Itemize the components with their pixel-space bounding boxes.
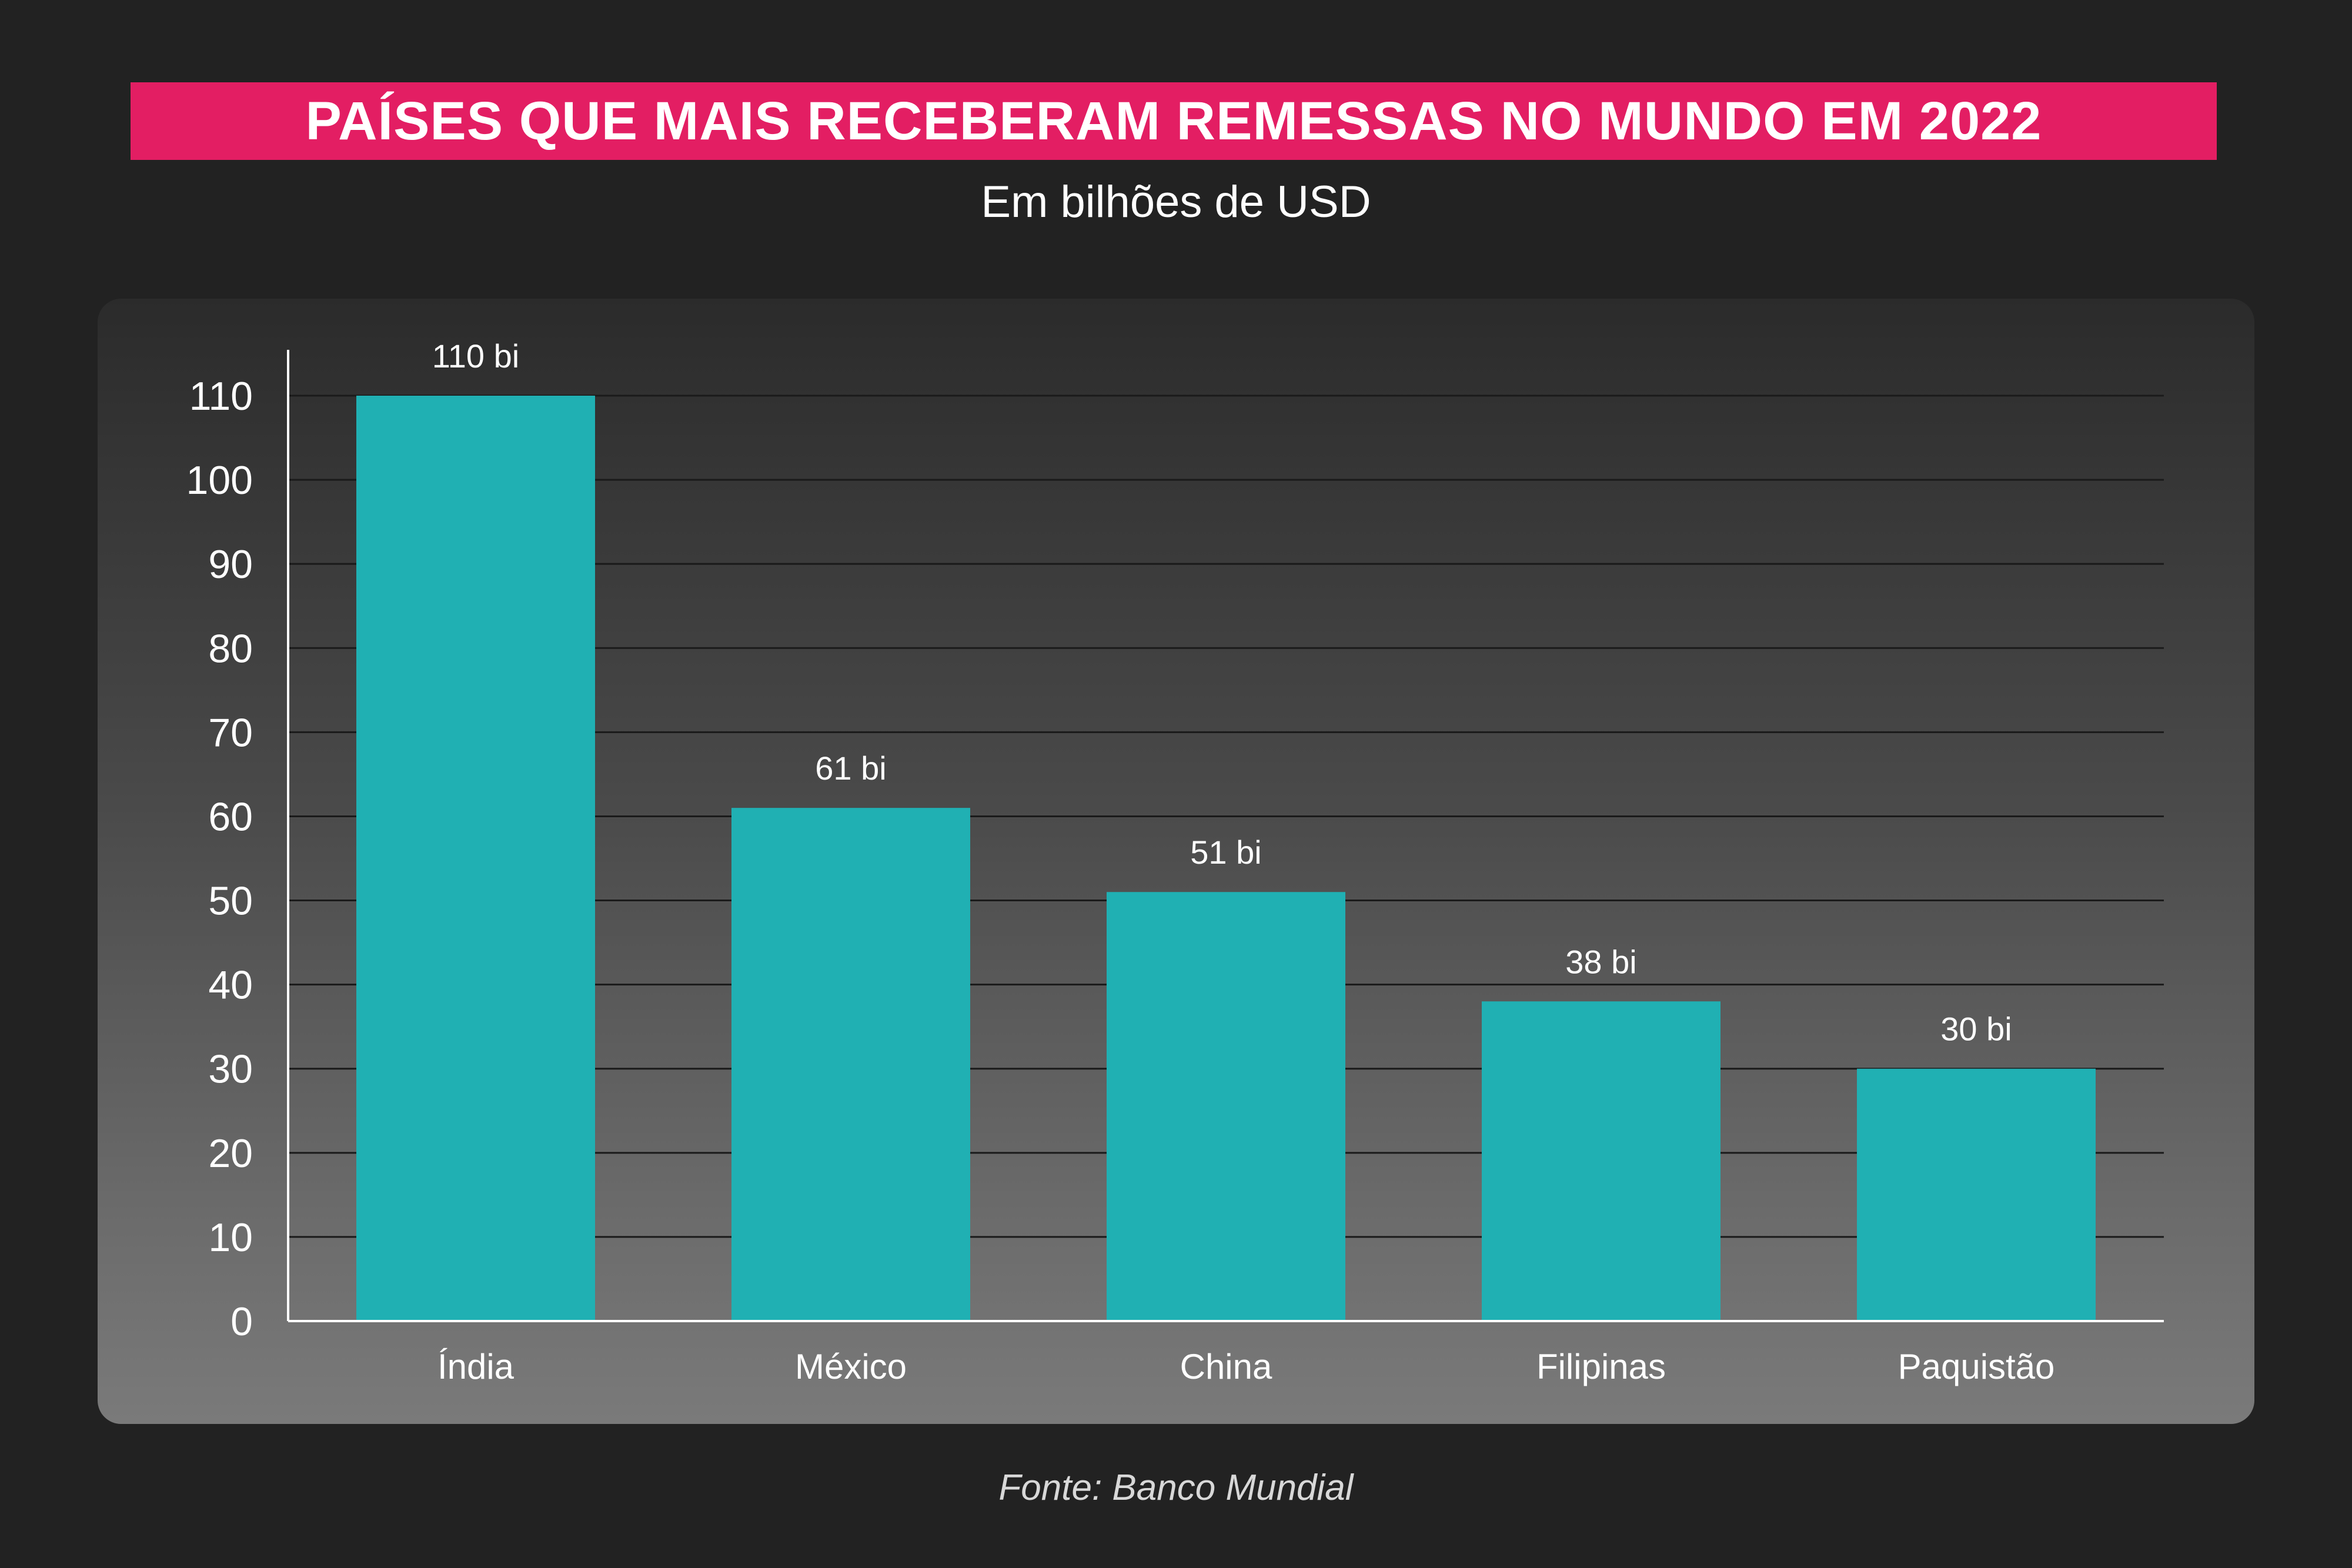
data-label: 51 bi bbox=[1190, 834, 1261, 871]
y-tick-label: 10 bbox=[208, 1215, 253, 1260]
data-label: 38 bi bbox=[1565, 943, 1636, 980]
y-tick-label: 70 bbox=[208, 710, 253, 755]
y-tick-label: 30 bbox=[208, 1047, 253, 1092]
bar bbox=[1107, 892, 1345, 1321]
y-tick-label: 80 bbox=[208, 626, 253, 671]
y-tick-label: 90 bbox=[208, 542, 253, 587]
x-tick-label: México bbox=[795, 1347, 907, 1386]
data-label: 30 bi bbox=[1940, 1011, 2012, 1048]
y-tick-label: 40 bbox=[208, 963, 253, 1008]
bar bbox=[356, 396, 595, 1321]
x-tick-label: Filipinas bbox=[1536, 1347, 1666, 1386]
y-tick-label: 20 bbox=[208, 1131, 253, 1176]
x-tick-label: Índia bbox=[437, 1347, 514, 1386]
title-bar: PAÍSES QUE MAIS RECEBERAM REMESSAS NO MU… bbox=[131, 82, 2217, 160]
y-tick-label: 60 bbox=[208, 794, 253, 839]
bar bbox=[1482, 1001, 1720, 1321]
chart-title: PAÍSES QUE MAIS RECEBERAM REMESSAS NO MU… bbox=[305, 91, 2042, 151]
bar bbox=[731, 808, 970, 1321]
source-note: Fonte: Banco Mundial bbox=[998, 1467, 1354, 1508]
bar bbox=[1857, 1068, 2096, 1321]
y-tick-label: 100 bbox=[186, 458, 253, 503]
x-tick-label: Paquistão bbox=[1898, 1347, 2055, 1386]
y-tick-label: 110 bbox=[189, 374, 253, 419]
y-tick-label: 0 bbox=[230, 1299, 253, 1344]
data-label: 110 bi bbox=[432, 337, 519, 375]
chart-subtitle: Em bilhões de USD bbox=[981, 177, 1371, 227]
y-tick-label: 50 bbox=[208, 879, 253, 924]
x-tick-label: China bbox=[1180, 1347, 1272, 1386]
data-label: 61 bi bbox=[815, 750, 886, 787]
